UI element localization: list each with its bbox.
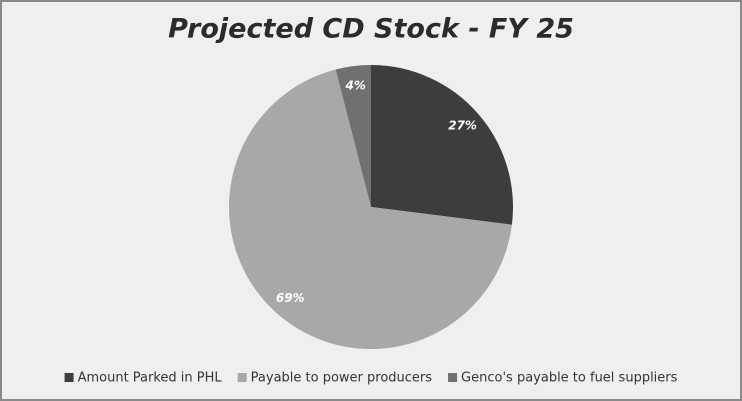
slice-label: 69% xyxy=(276,291,305,305)
legend-label: Genco's payable to fuel suppliers xyxy=(461,371,678,386)
legend-swatch xyxy=(237,373,247,382)
slice-label: 27% xyxy=(448,119,477,133)
legend-label: Payable to power producers xyxy=(251,371,433,386)
legend: Amount Parked in PHL Payable to power pro… xyxy=(64,371,678,386)
legend-label: Amount Parked in PHL xyxy=(78,371,223,386)
pie-slice xyxy=(335,65,371,207)
chart-title: Projected CD Stock - FY 25 xyxy=(168,14,574,45)
pie-slice xyxy=(228,69,512,350)
legend-swatch xyxy=(64,373,74,382)
slice-label: 4% xyxy=(345,78,366,92)
legend-swatch xyxy=(448,373,458,382)
pie-slice xyxy=(371,65,513,225)
